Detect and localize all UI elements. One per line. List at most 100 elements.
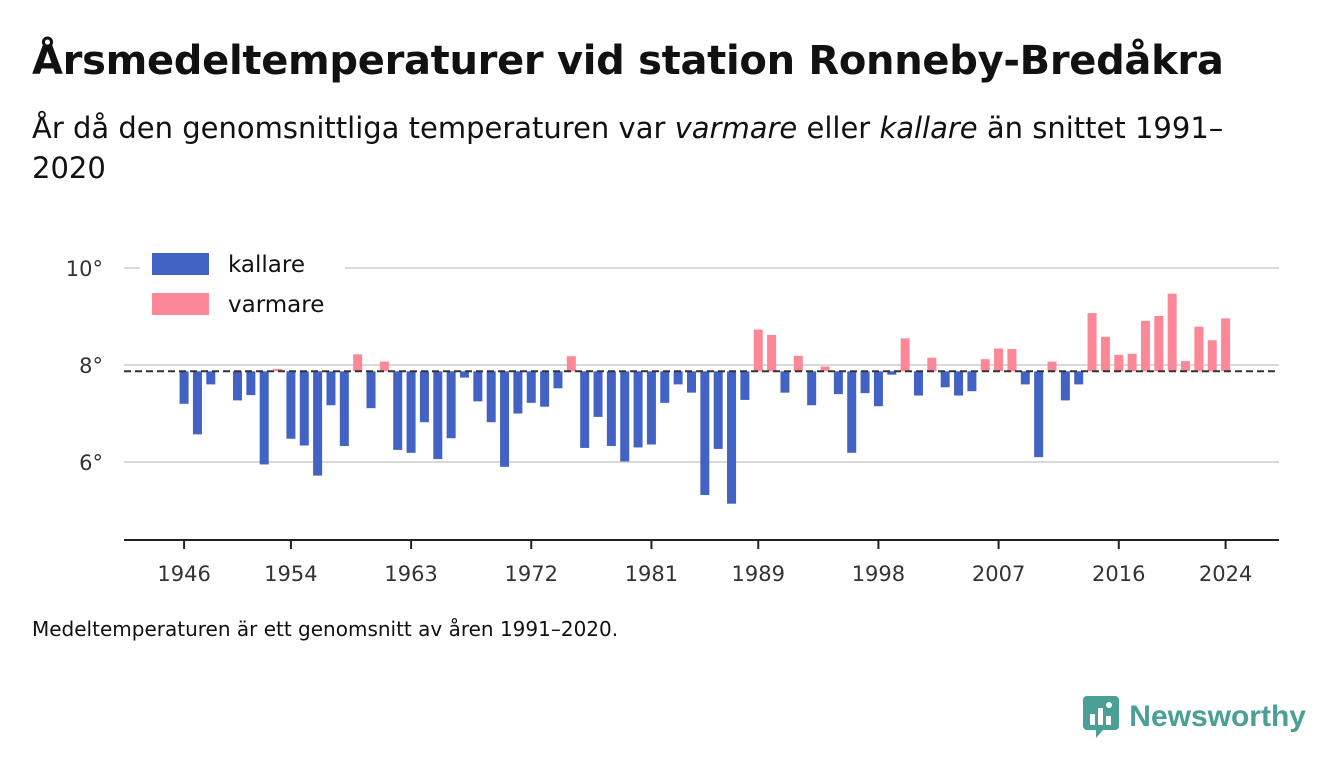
bar-1990 xyxy=(767,334,777,372)
bar-1961 xyxy=(379,361,389,372)
bar-1954 xyxy=(286,371,296,439)
bar-2022 xyxy=(1194,326,1204,372)
bar-1974 xyxy=(553,371,563,389)
bar-2008 xyxy=(1007,348,1017,372)
bar-2005 xyxy=(967,371,977,392)
bar-2012 xyxy=(1060,371,1070,401)
x-tick-label: 1954 xyxy=(264,562,317,586)
bar-1980 xyxy=(633,371,643,448)
subtitle-text-2: eller xyxy=(797,111,880,145)
legend-label-kallare: kallare xyxy=(228,252,305,278)
legend: kallare varmare xyxy=(140,245,345,323)
bar-1968 xyxy=(473,371,483,402)
bar-chart-speech-bubble-icon xyxy=(1083,696,1120,738)
subtitle-text-3: än snittet 1991–2020 xyxy=(32,111,1224,185)
bar-1946 xyxy=(179,371,189,404)
bar-2017 xyxy=(1127,353,1137,372)
bar-1978 xyxy=(606,371,616,446)
y-tick-label: 6° xyxy=(79,451,103,475)
footnote: Medeltemperaturen är ett genomsnitt av å… xyxy=(32,617,619,641)
bars xyxy=(179,293,1231,504)
x-tick-label: 1972 xyxy=(505,562,558,586)
y-tick-label: 10° xyxy=(66,257,103,281)
bar-2014 xyxy=(1087,313,1097,372)
bar-1957 xyxy=(326,371,336,406)
bar-1959 xyxy=(353,354,363,372)
bar-1993 xyxy=(807,371,817,406)
bar-2021 xyxy=(1181,361,1191,372)
bar-2023 xyxy=(1207,340,1217,372)
bar-1994 xyxy=(820,366,830,372)
legend-swatch-kallare xyxy=(152,253,209,275)
bar-1975 xyxy=(566,356,576,372)
legend-swatch-varmare xyxy=(152,293,209,315)
x-tick-label: 1981 xyxy=(625,562,678,586)
bar-1972 xyxy=(526,371,536,403)
bar-2003 xyxy=(940,371,950,388)
bar-1973 xyxy=(540,371,550,407)
x-tick-label: 2024 xyxy=(1199,562,1252,586)
bar-1960 xyxy=(366,371,376,409)
bar-1982 xyxy=(660,371,670,403)
brand-name: Newsworthy xyxy=(1129,700,1306,733)
x-tick-label: 1963 xyxy=(384,562,437,586)
bar-1986 xyxy=(713,371,723,449)
x-tick-label: 2007 xyxy=(972,562,1025,586)
bar-1947 xyxy=(192,371,202,435)
y-tick-label: 8° xyxy=(79,354,103,378)
bar-1952 xyxy=(259,371,269,465)
subtitle-emphasis-kallare: kallare xyxy=(879,111,978,145)
bar-1977 xyxy=(593,371,603,417)
bar-1997 xyxy=(860,371,870,394)
temperature-bar-chart: 6° 8° 10° 1946 1954 1963 1972 1981 1989 1998 2007 2… xyxy=(65,245,1279,586)
bar-1965 xyxy=(433,371,443,460)
brand-logo: Newsworthy xyxy=(1083,696,1306,738)
bar-1956 xyxy=(313,371,323,476)
bar-1996 xyxy=(847,371,857,453)
bar-1964 xyxy=(419,371,429,423)
subtitle-emphasis-varmare: varmare xyxy=(674,111,798,145)
bar-1950 xyxy=(232,371,242,401)
bar-1984 xyxy=(686,371,696,393)
bar-2020 xyxy=(1167,293,1177,372)
x-tick-label: 2016 xyxy=(1092,562,1145,586)
bar-2015 xyxy=(1100,336,1110,372)
bar-1962 xyxy=(393,371,403,450)
bar-1979 xyxy=(620,371,630,462)
chart-title: Årsmedeltemperaturer vid station Ronneby… xyxy=(32,38,1224,84)
bar-2010 xyxy=(1034,371,1044,458)
x-tick-label: 1989 xyxy=(732,562,785,586)
bar-2011 xyxy=(1047,361,1057,372)
bar-1991 xyxy=(780,371,790,393)
bar-1985 xyxy=(700,371,710,495)
bar-2007 xyxy=(994,348,1004,372)
bar-1958 xyxy=(339,371,349,446)
bar-2018 xyxy=(1140,320,1150,372)
bar-1951 xyxy=(246,371,256,396)
bar-2006 xyxy=(980,359,990,372)
bar-1963 xyxy=(406,371,416,453)
bar-2004 xyxy=(954,371,964,396)
bar-1988 xyxy=(740,371,750,400)
bar-1953 xyxy=(273,368,283,372)
bar-1955 xyxy=(299,371,309,446)
x-axis: 6° 8° 10° 1946 1954 1963 1972 1981 1989 1998 2007 2… xyxy=(66,257,1279,586)
bar-1992 xyxy=(793,355,803,372)
bar-2024 xyxy=(1221,318,1231,372)
bar-1966 xyxy=(446,371,456,439)
x-tick-label: 1998 xyxy=(852,562,905,586)
bar-1976 xyxy=(580,371,590,448)
bar-1999 xyxy=(887,371,897,375)
bar-1998 xyxy=(873,371,883,407)
bar-2013 xyxy=(1074,371,1084,385)
legend-label-varmare: varmare xyxy=(228,292,324,318)
bar-1981 xyxy=(646,371,656,445)
chart-subtitle: År då den genomsnittliga temperaturen va… xyxy=(32,108,1262,188)
bar-2009 xyxy=(1020,371,1030,385)
bar-2002 xyxy=(927,357,937,372)
bar-2001 xyxy=(913,371,923,396)
bar-1971 xyxy=(513,371,523,414)
bar-1967 xyxy=(459,371,469,378)
bar-1989 xyxy=(753,329,763,372)
bar-2019 xyxy=(1154,316,1164,372)
